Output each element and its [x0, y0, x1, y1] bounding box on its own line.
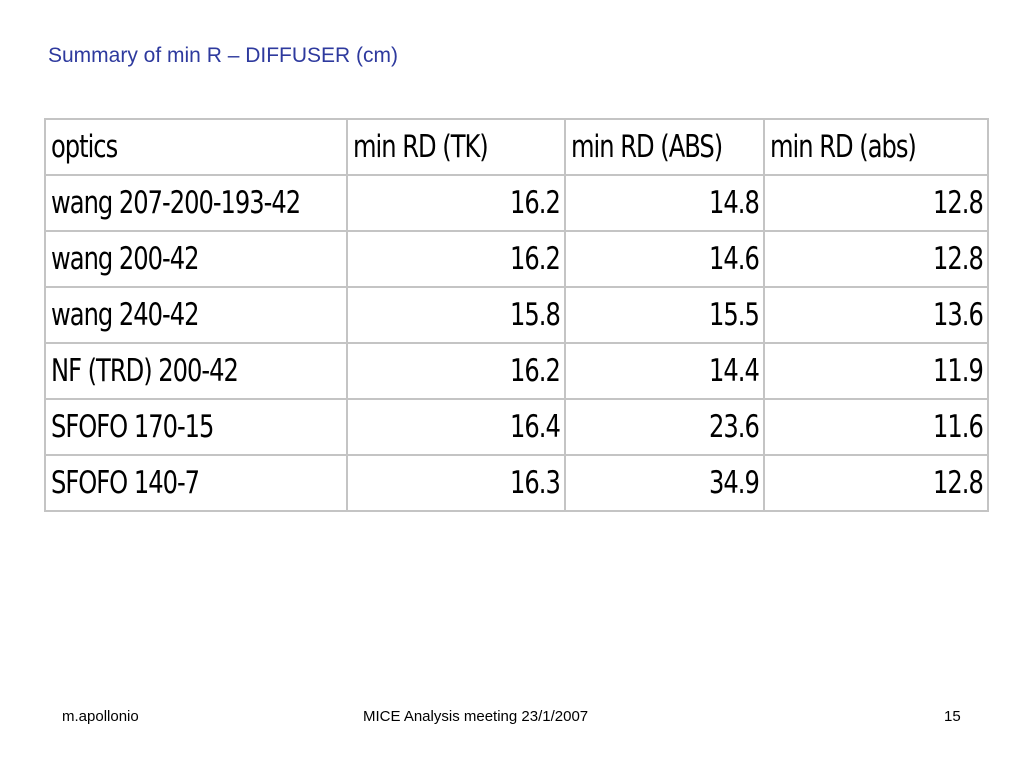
- summary-table: optics min RD (TK) min RD (ABS) min RD (…: [44, 118, 989, 512]
- optics-cell: wang 240-42: [44, 286, 348, 344]
- min-rd-tk-cell: 16.2: [346, 230, 566, 288]
- table-row: SFOFO 140-7 16.3 34.9 12.8: [44, 454, 989, 512]
- optics-cell: SFOFO 140-7: [44, 454, 348, 512]
- min-rd-abs-lower-cell: 12.8: [763, 174, 989, 232]
- min-rd-abs-lower-cell: 11.9: [763, 342, 989, 400]
- table-row: SFOFO 170-15 16.4 23.6 11.6: [44, 398, 989, 456]
- min-rd-abs-upper-cell: 34.9: [564, 454, 765, 512]
- min-rd-tk-cell: 16.2: [346, 342, 566, 400]
- optics-cell: NF (TRD) 200-42: [44, 342, 348, 400]
- column-header-optics: optics: [44, 118, 348, 176]
- table-row: wang 240-42 15.8 15.5 13.6: [44, 286, 989, 344]
- table-row: NF (TRD) 200-42 16.2 14.4 11.9: [44, 342, 989, 400]
- min-rd-abs-lower-cell: 11.6: [763, 398, 989, 456]
- optics-cell: SFOFO 170-15: [44, 398, 348, 456]
- min-rd-tk-cell: 16.4: [346, 398, 566, 456]
- min-rd-abs-lower-cell: 12.8: [763, 454, 989, 512]
- table-header-row: optics min RD (TK) min RD (ABS) min RD (…: [44, 118, 989, 176]
- slide-title: Summary of min R – DIFFUSER (cm): [48, 44, 399, 67]
- footer-meeting: MICE Analysis meeting 23/1/2007: [363, 708, 589, 725]
- table-row: wang 200-42 16.2 14.6 12.8: [44, 230, 989, 288]
- footer-page-number: 15: [944, 708, 961, 725]
- column-header-min-rd-abs-upper: min RD (ABS): [564, 118, 765, 176]
- table-row: wang 207-200-193-42 16.2 14.8 12.8: [44, 174, 989, 232]
- min-rd-abs-lower-cell: 12.8: [763, 230, 989, 288]
- min-rd-abs-upper-cell: 14.6: [564, 230, 765, 288]
- min-rd-abs-upper-cell: 15.5: [564, 286, 765, 344]
- min-rd-tk-cell: 16.3: [346, 454, 566, 512]
- footer-author: m.apollonio: [62, 708, 139, 725]
- min-rd-tk-cell: 15.8: [346, 286, 566, 344]
- min-rd-abs-lower-cell: 13.6: [763, 286, 989, 344]
- column-header-min-rd-tk: min RD (TK): [346, 118, 566, 176]
- optics-cell: wang 207-200-193-42: [44, 174, 348, 232]
- min-rd-abs-upper-cell: 14.4: [564, 342, 765, 400]
- min-rd-tk-cell: 16.2: [346, 174, 566, 232]
- optics-cell: wang 200-42: [44, 230, 348, 288]
- min-rd-abs-upper-cell: 14.8: [564, 174, 765, 232]
- column-header-min-rd-abs-lower: min RD (abs): [763, 118, 989, 176]
- min-rd-abs-upper-cell: 23.6: [564, 398, 765, 456]
